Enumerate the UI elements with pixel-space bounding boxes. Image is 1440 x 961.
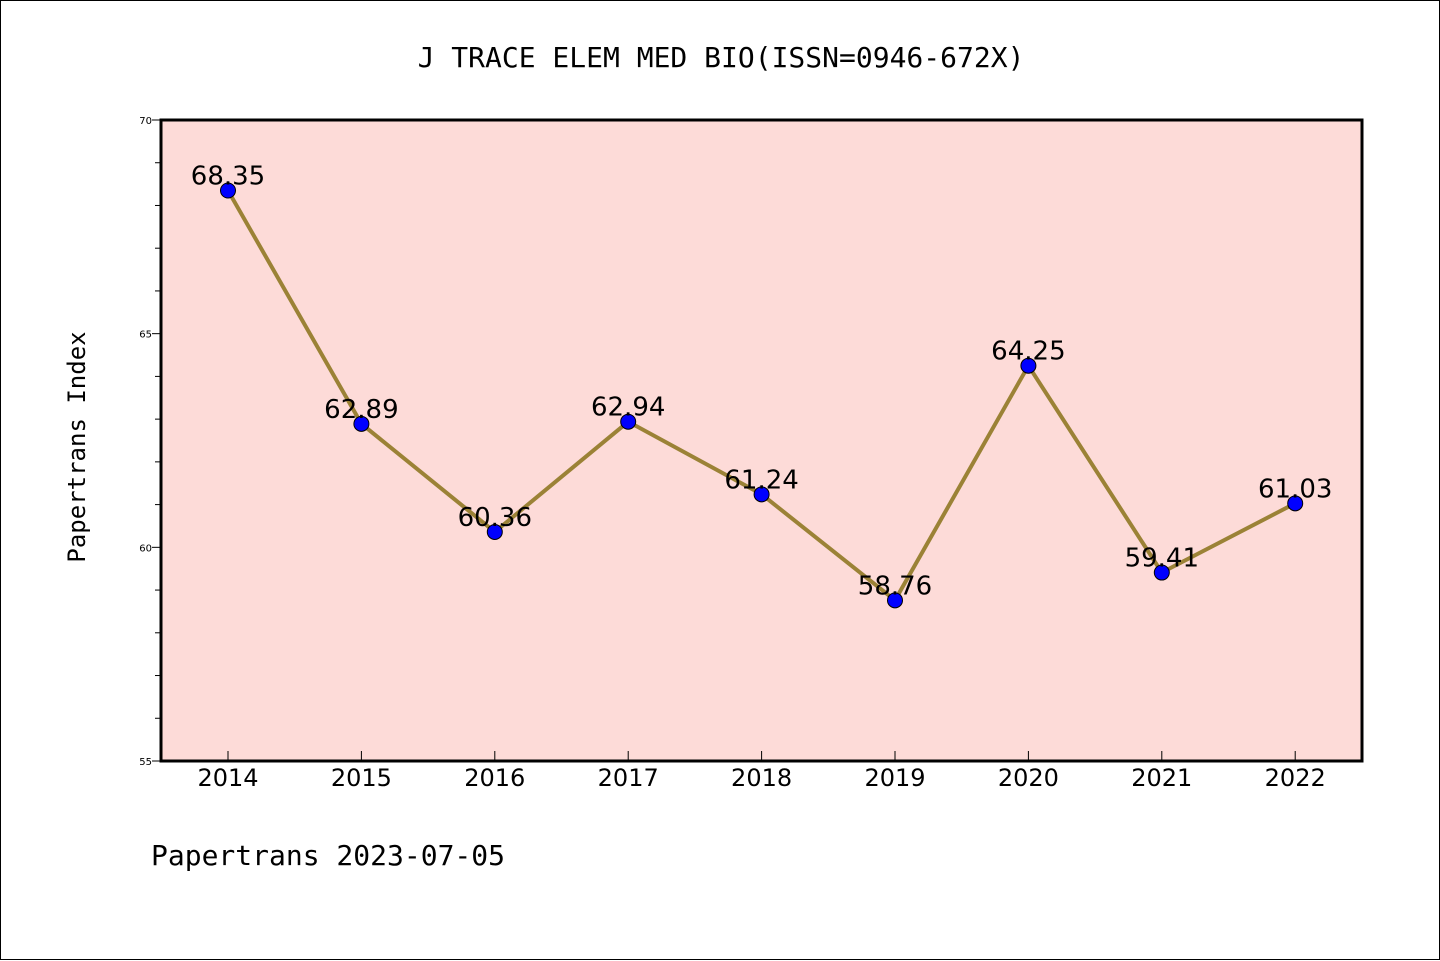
y-tick-label: 65 <box>139 330 152 341</box>
chart-title: J TRACE ELEM MED BIO(ISSN=0946-672X) <box>418 41 1025 74</box>
x-tick-label: 2019 <box>864 764 925 792</box>
x-tick-label: 2015 <box>331 764 392 792</box>
x-tick-label: 2016 <box>464 764 525 792</box>
x-tick-label: 2020 <box>998 764 1059 792</box>
data-point <box>1153 564 1170 581</box>
data-point <box>486 523 503 540</box>
data-point <box>887 592 903 609</box>
x-tick-label: 2017 <box>598 764 659 792</box>
data-label: 60.36 <box>458 503 532 533</box>
x-tick-label: 2022 <box>1265 764 1326 792</box>
data-point <box>353 415 370 432</box>
data-label: 59.41 <box>1125 544 1199 574</box>
footer-text: Papertrans 2023-07-05 <box>151 839 505 872</box>
data-point <box>753 486 770 503</box>
data-label: 68.35 <box>191 162 265 192</box>
x-axis: 2014 2015 2016 2017 2018 2019 2020 2021 2022 <box>197 751 1326 792</box>
y-tick-label: 70 <box>139 116 152 127</box>
y-tick-label: 55 <box>139 757 152 768</box>
data-point <box>620 413 637 430</box>
data-label: 61.03 <box>1258 474 1332 504</box>
data-point <box>1287 495 1304 512</box>
data-point <box>220 182 236 199</box>
data-label: 58.76 <box>858 571 932 601</box>
x-tick-label: 2021 <box>1131 764 1192 792</box>
y-tick-label: 60 <box>139 543 152 554</box>
x-tick-label: 2014 <box>197 764 258 792</box>
data-point <box>1020 357 1037 374</box>
data-label: 62.89 <box>324 395 398 425</box>
data-label: 62.94 <box>591 393 665 423</box>
data-label: 64.25 <box>991 337 1065 367</box>
series-markers <box>220 182 1304 609</box>
data-label: 61.24 <box>724 465 798 495</box>
y-axis-label: Papertrans Index <box>63 331 91 562</box>
plot-area <box>159 118 1364 763</box>
x-tick-label: 2018 <box>731 764 792 792</box>
data-labels: 68.35 62.89 60.36 62.94 61.24 58.76 64.25 59.41… <box>191 162 1333 602</box>
y-axis: 55 60 65 70 <box>139 116 161 768</box>
